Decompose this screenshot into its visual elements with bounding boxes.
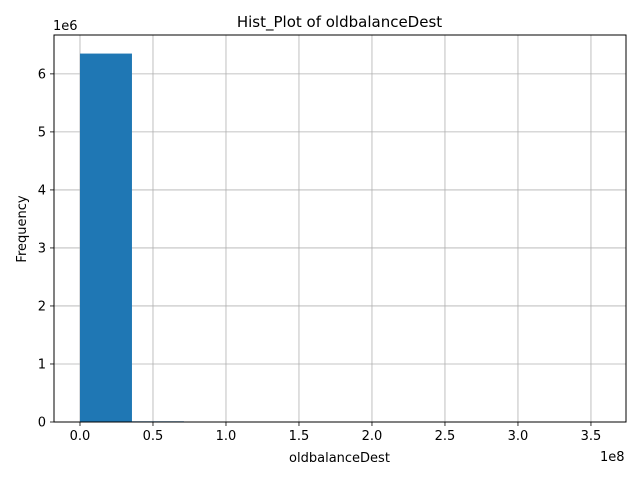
y-tick-label: 3	[38, 241, 46, 256]
y-tick-label: 6	[38, 67, 46, 82]
y-axis-label: Frequency	[15, 195, 30, 262]
y-tick-label: 2	[38, 299, 46, 314]
x-tick-label: 2.0	[362, 429, 383, 444]
x-tick-label: 3.0	[508, 429, 529, 444]
x-tick-label: 0.5	[143, 429, 164, 444]
axes-frame	[53, 34, 627, 423]
y-tick-label: 1	[38, 357, 46, 372]
x-tick-label: 1.5	[289, 429, 310, 444]
x-tick-label: 0.0	[70, 429, 91, 444]
y-tick-label: 5	[38, 125, 46, 140]
y-tick-label: 4	[38, 183, 46, 198]
histogram-bar	[79, 53, 132, 423]
x-tick-label: 2.5	[435, 429, 456, 444]
x-tick-label: 1.0	[216, 429, 237, 444]
x-axis-ticks: 0.0 0.5 1.0 1.5 2.0 2.5 3.0 3.5	[70, 422, 602, 444]
x-offset-text: 1e8	[600, 450, 625, 465]
y-tick-label: 0	[38, 416, 46, 431]
histogram-bars	[79, 53, 600, 423]
y-offset-text: 1e6	[53, 19, 78, 34]
y-axis-ticks: 0 1 2 3 4 5 6	[38, 67, 54, 431]
x-axis-label: oldbalanceDest	[289, 451, 390, 466]
chart-title: Hist_Plot of oldbalanceDest	[237, 13, 442, 32]
x-tick-label: 3.5	[581, 429, 602, 444]
